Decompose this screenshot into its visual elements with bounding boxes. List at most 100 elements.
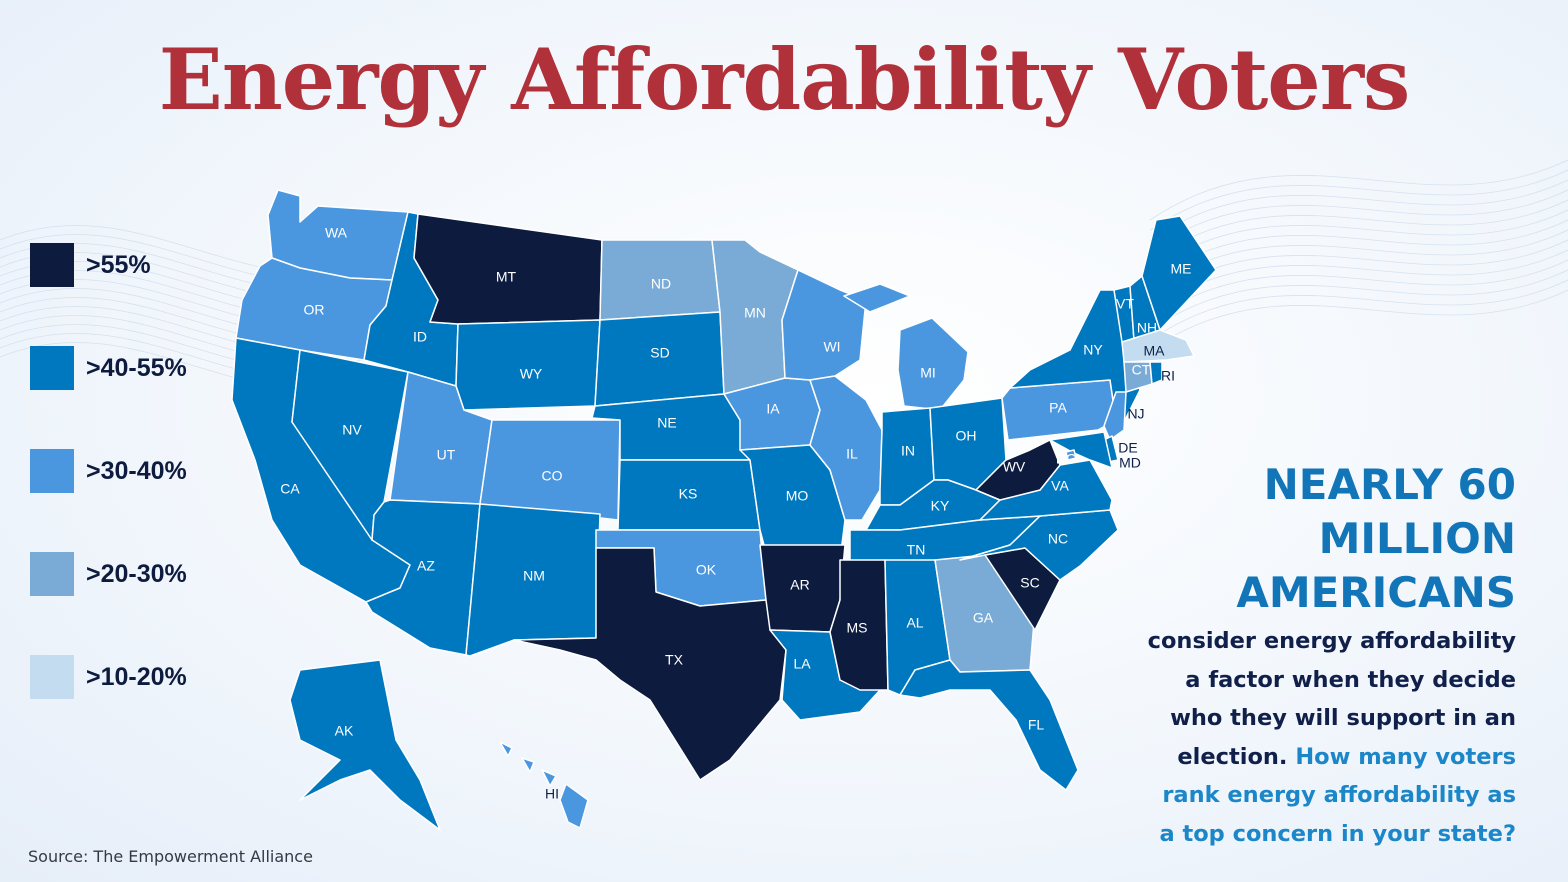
legend-swatch <box>30 655 74 699</box>
state-label-hi: HI <box>545 786 559 802</box>
state-hi <box>499 741 589 829</box>
state-label-ks: KS <box>679 486 698 502</box>
headline-line: NEARLY 60 <box>1263 460 1516 509</box>
wave-line <box>1149 289 1568 351</box>
state-label-mo: MO <box>786 488 809 504</box>
state-label-wy: WY <box>520 366 543 382</box>
state-label-ma: MA <box>1144 343 1166 359</box>
state-label-la: LA <box>793 656 811 672</box>
state-label-sc: SC <box>1020 575 1039 591</box>
state-label-or: OR <box>304 302 325 318</box>
legend-label: >30-40% <box>86 457 187 485</box>
wave-line <box>1149 199 1568 261</box>
legend-label: >10-20% <box>86 663 187 691</box>
wave-line <box>1149 259 1568 321</box>
legend-item-tier-0: >55% <box>30 243 250 287</box>
state-label-nh: NH <box>1137 320 1157 336</box>
state-tx <box>513 547 787 781</box>
wave-line <box>1149 159 1568 221</box>
state-wv <box>975 439 1061 501</box>
legend-label: >20-30% <box>86 560 187 588</box>
body-line: a factor when they decide <box>1185 666 1516 693</box>
legend-label: >55% <box>86 251 151 279</box>
legend-item-tier-2: >30-40% <box>30 449 250 493</box>
state-mi <box>843 283 969 411</box>
state-label-wi: WI <box>823 339 840 355</box>
state-label-wv: WV <box>1003 459 1026 475</box>
state-label-ne: NE <box>657 415 676 431</box>
state-label-md: MD <box>1119 455 1141 471</box>
state-wy <box>455 319 601 411</box>
state-label-mi: MI <box>920 365 936 381</box>
state-label-mt: MT <box>496 269 517 285</box>
state-label-ny: NY <box>1083 342 1103 358</box>
page-title: Energy Affordability Voters <box>158 30 1411 129</box>
state-label-pa: PA <box>1049 400 1067 416</box>
body-text: consider energy affordability a factor w… <box>1096 622 1516 853</box>
state-label-ca: CA <box>280 481 300 497</box>
state-label-ky: KY <box>931 498 950 514</box>
state-label-de: DE <box>1118 440 1137 456</box>
legend-item-tier-4: >10-20% <box>30 655 250 699</box>
state-label-il: IL <box>846 446 858 462</box>
headline: NEARLY 60 MILLION AMERICANS <box>1096 458 1516 620</box>
wave-line <box>1149 279 1568 341</box>
state-label-nv: NV <box>342 422 362 438</box>
state-label-ak: AK <box>335 723 354 739</box>
state-label-ct: CT <box>1132 362 1151 378</box>
state-md <box>1049 431 1113 469</box>
body-line: consider energy affordability <box>1147 628 1516 654</box>
body-line-part: election. <box>1177 743 1288 770</box>
state-label-in: IN <box>901 443 915 459</box>
source-note: Source: The Empowerment Alliance <box>28 847 313 866</box>
wave-line <box>1149 269 1568 331</box>
legend-swatch <box>30 243 74 287</box>
legend-item-tier-1: >40-55% <box>30 346 250 390</box>
state-label-wa: WA <box>325 225 348 241</box>
state-label-nj: NJ <box>1127 406 1144 422</box>
legend-swatch <box>30 346 74 390</box>
state-nj <box>1103 391 1127 441</box>
state-label-id: ID <box>413 329 427 345</box>
headline-line: AMERICANS <box>1236 568 1516 617</box>
state-label-az: AZ <box>417 558 435 574</box>
state-fl <box>899 659 1079 791</box>
wave-line <box>1149 169 1568 231</box>
state-label-mn: MN <box>744 305 766 321</box>
state-label-tn: TN <box>907 542 926 558</box>
wave-line <box>1149 189 1568 251</box>
state-label-ar: AR <box>790 577 809 593</box>
state-label-ia: IA <box>766 401 780 417</box>
state-label-ut: UT <box>437 447 456 463</box>
state-label-ok: OK <box>696 562 717 578</box>
state-label-nd: ND <box>651 276 671 292</box>
state-label-nm: NM <box>523 568 545 584</box>
state-label-dc: DC <box>1056 451 1076 467</box>
state-ri <box>1149 361 1163 385</box>
state-label-oh: OH <box>956 428 977 444</box>
state-label-sd: SD <box>650 345 669 361</box>
wave-line <box>1149 209 1568 271</box>
state-nc <box>959 509 1119 581</box>
legend-swatch <box>30 552 74 596</box>
wave-line <box>1149 219 1568 281</box>
state-label-ri: RI <box>1161 368 1175 384</box>
legend-label: >40-55% <box>86 354 187 382</box>
state-il <box>809 375 883 521</box>
headline-line: MILLION <box>1318 514 1516 563</box>
question-text: How many voters <box>1295 743 1516 770</box>
state-dc <box>1065 449 1077 461</box>
state-ak <box>289 659 441 831</box>
wave-line <box>1149 179 1568 241</box>
question-line: a top concern in your state? <box>1159 820 1516 847</box>
state-wi <box>781 269 867 381</box>
state-label-me: ME <box>1171 261 1192 277</box>
question-line: rank energy affordability as <box>1162 782 1516 808</box>
state-label-al: AL <box>906 615 923 631</box>
wave-line <box>1149 229 1568 291</box>
state-label-co: CO <box>542 468 563 484</box>
state-label-va: VA <box>1051 478 1069 494</box>
legend-swatch <box>30 449 74 493</box>
state-label-ga: GA <box>973 610 994 626</box>
